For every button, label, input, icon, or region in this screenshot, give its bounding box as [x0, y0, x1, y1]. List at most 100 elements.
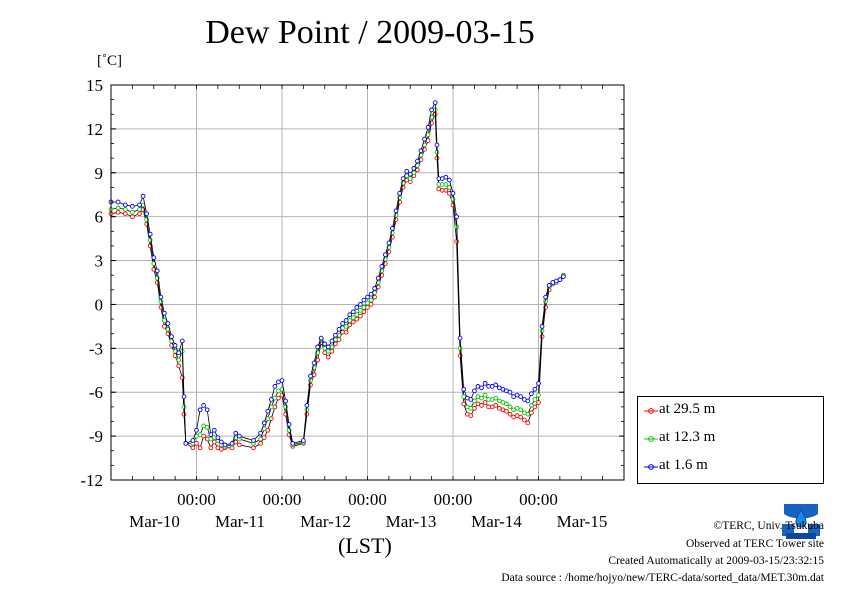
x-tick-label-time: 00:00	[348, 490, 387, 509]
footer-copyright: ©TERC, Univ. Tsukuba	[713, 520, 824, 532]
legend-label: at 1.6 m	[659, 457, 708, 473]
data-point	[386, 240, 392, 246]
data-point	[447, 177, 452, 183]
data-point	[561, 274, 566, 279]
data-point	[422, 136, 427, 142]
data-point	[468, 413, 474, 418]
data-point	[482, 392, 488, 398]
data-point	[268, 397, 274, 402]
data-point	[365, 294, 370, 300]
data-point	[151, 255, 157, 260]
data-point	[536, 381, 541, 386]
data-point	[158, 294, 164, 300]
y-tick-label: -3	[89, 339, 103, 358]
data-point	[457, 345, 463, 351]
data-point	[325, 354, 331, 360]
data-point	[315, 344, 320, 350]
data-point	[144, 211, 149, 217]
footer-data-source: Data source : /home/hojyo/new/TERC-data/…	[501, 572, 824, 584]
x-tick-label-date: Mar-14	[471, 512, 522, 531]
data-point	[162, 310, 167, 316]
data-point	[322, 341, 328, 347]
data-point	[115, 205, 121, 211]
data-point	[197, 445, 203, 451]
data-point	[162, 318, 167, 323]
data-point	[457, 335, 463, 341]
y-axis-unit-label: [˚C]	[97, 53, 122, 69]
data-point	[507, 389, 513, 395]
data-point	[215, 435, 221, 440]
data-point	[308, 373, 313, 379]
data-point	[425, 132, 431, 138]
legend: at 29.5 m at 12.3 m at 1.6 m	[637, 396, 824, 484]
data-point	[181, 394, 187, 399]
data-point	[236, 442, 242, 448]
data-point	[350, 315, 356, 320]
data-point	[197, 432, 203, 437]
data-point	[390, 226, 395, 231]
data-point	[261, 420, 267, 426]
data-point	[304, 403, 310, 408]
data-point	[130, 214, 135, 220]
data-point	[529, 403, 534, 408]
x-tick-label-date: Mar-10	[129, 512, 180, 531]
data-point	[479, 395, 484, 401]
x-tick-label-time: 00:00	[263, 490, 302, 509]
data-point	[382, 252, 388, 258]
data-point	[343, 318, 349, 323]
data-point	[425, 125, 431, 130]
data-point	[443, 187, 449, 193]
data-point	[375, 275, 381, 281]
data-point	[397, 190, 402, 196]
x-tick-label-time: 00:00	[519, 490, 558, 509]
y-tick-label: 9	[95, 164, 104, 183]
data-point	[461, 401, 467, 407]
data-point	[122, 211, 128, 217]
data-point	[122, 202, 128, 208]
data-point	[165, 321, 171, 326]
y-tick-label: 0	[95, 295, 104, 314]
terc-logo-icon	[780, 500, 822, 540]
data-point	[358, 307, 363, 313]
data-point	[504, 401, 509, 407]
data-point	[179, 338, 185, 344]
data-point	[525, 411, 531, 417]
data-point	[472, 388, 477, 394]
grid-lines	[111, 85, 624, 480]
data-point	[432, 100, 438, 105]
data-point	[543, 294, 548, 300]
data-point	[343, 324, 349, 329]
data-point	[518, 407, 524, 413]
data-point	[137, 202, 142, 208]
data-point	[140, 193, 146, 199]
data-point	[162, 324, 167, 329]
data-point	[525, 420, 531, 426]
data-point	[154, 268, 160, 274]
data-point	[482, 381, 488, 386]
data-point	[130, 209, 135, 215]
data-point	[208, 432, 214, 437]
data-point	[176, 350, 182, 356]
data-point	[546, 283, 552, 288]
legend-label: at 12.3 m	[659, 429, 716, 445]
data-point	[358, 302, 363, 307]
y-tick-label: 15	[86, 76, 103, 95]
data-point	[204, 407, 210, 413]
data-point	[258, 441, 263, 446]
data-point	[418, 148, 424, 154]
data-point	[415, 158, 420, 164]
data-point	[525, 398, 531, 404]
data-point	[286, 422, 292, 427]
data-point	[411, 166, 417, 171]
data-point	[251, 445, 256, 451]
series-2	[108, 100, 566, 448]
chart-title: Dew Point / 2009-03-15	[205, 14, 535, 51]
y-tick-label: -6	[89, 383, 103, 402]
data-point	[265, 416, 271, 421]
data-point	[268, 404, 274, 410]
data-point	[479, 385, 484, 391]
data-point	[539, 324, 545, 329]
data-point	[336, 326, 342, 332]
data-point	[518, 394, 524, 399]
data-point	[333, 332, 338, 338]
